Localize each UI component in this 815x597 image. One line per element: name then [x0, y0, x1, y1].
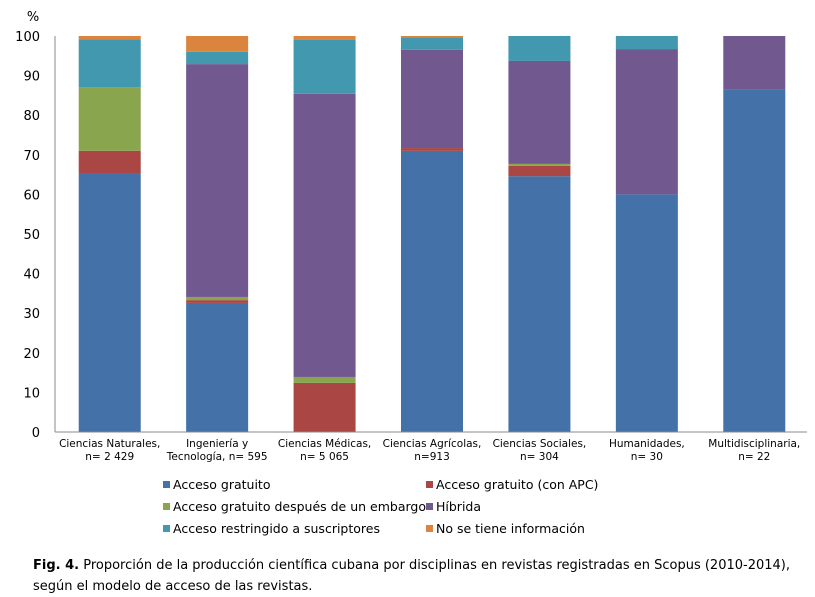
caption-label: Fig. 4.	[33, 558, 80, 573]
bar-segment-2	[78, 150, 141, 174]
caption-text: Proporción de la producción científica c…	[33, 558, 790, 594]
bar-segment-2	[293, 382, 356, 432]
bar-segment-5	[508, 36, 571, 61]
x-tick-label: n=913	[414, 451, 450, 463]
legend-item: Acceso gratuito	[163, 477, 270, 492]
bar-segment-4	[723, 36, 786, 90]
legend-label: Híbrida	[436, 499, 482, 514]
y-axis-label: %	[27, 10, 39, 25]
bar-stack	[293, 36, 356, 432]
bar-segment-5	[293, 39, 356, 94]
bar-stack	[723, 36, 786, 432]
stacked-bar-chart: % 0 10 20 30 40 50 60 70 80 90 100 Ciencias Natura…	[15, 10, 807, 463]
bar-stack	[186, 36, 249, 432]
legend-swatch	[426, 525, 433, 532]
bars	[78, 36, 786, 433]
x-tick-label: Ciencias Naturales,	[59, 438, 160, 450]
y-axis-ticks: 0 10 20 30 40 50 60 70 80 90 100	[15, 30, 40, 441]
bar-segment-1	[615, 194, 678, 432]
x-tick-label: Humanidades,	[609, 438, 685, 450]
bar-segment-6	[293, 36, 356, 40]
bar-segment-4	[615, 49, 678, 195]
legend-item: Híbrida	[426, 499, 481, 514]
x-axis-labels: Ciencias Naturales,n= 2 429 Ingeniería yT…	[59, 438, 800, 463]
bar-segment-5	[615, 36, 678, 50]
bar-segment-5	[186, 51, 249, 65]
bar-segment-5	[401, 37, 463, 50]
x-tick-label: n= 2 429	[85, 451, 134, 463]
x-tick-label: n= 22	[738, 451, 770, 463]
bar-segment-1	[508, 176, 571, 432]
x-tick-label: n= 30	[631, 451, 663, 463]
bar-stack	[78, 36, 141, 433]
bar-segment-1	[401, 150, 463, 432]
y-tick-label: 0	[32, 426, 40, 441]
x-tick-label: Ciencias Agrícolas,	[383, 438, 482, 450]
bar-segment-4	[186, 64, 249, 297]
y-tick-label: 70	[23, 149, 40, 164]
legend-label: Acceso gratuito	[173, 477, 271, 492]
x-tick-label: Ciencias Médicas,	[278, 438, 371, 450]
bar-segment-3	[186, 296, 249, 301]
x-tick-label: Ingeniería y	[186, 438, 248, 450]
x-tick-label: Tecnología, n= 595	[166, 451, 268, 463]
x-tick-label: Ciencias Sociales,	[493, 438, 587, 450]
legend-label: Acceso gratuito (con APC)	[436, 477, 599, 492]
y-tick-label: 100	[15, 30, 40, 45]
bar-segment-6	[186, 36, 249, 52]
legend-item: No se tiene información	[426, 521, 585, 536]
bar-segment-4	[508, 60, 571, 164]
legend-swatch	[163, 525, 170, 532]
bar-stack	[508, 36, 571, 432]
y-tick-label: 40	[23, 268, 40, 283]
bar-stack	[615, 36, 678, 432]
x-tick-label: n= 5 065	[300, 451, 349, 463]
bar-segment-6	[78, 36, 141, 40]
y-tick-label: 50	[23, 228, 40, 243]
legend-item: Acceso gratuito después de un embargo	[163, 499, 426, 514]
bar-segment-4	[293, 93, 356, 377]
y-tick-label: 60	[23, 188, 40, 203]
y-tick-label: 20	[23, 347, 40, 362]
y-tick-label: 30	[23, 307, 40, 322]
legend-label: Acceso gratuito después de un embargo	[173, 499, 427, 514]
legend-swatch	[426, 503, 433, 510]
legend-label: Acceso restringido a suscriptores	[173, 521, 380, 536]
legend-item: Acceso restringido a suscriptores	[163, 521, 380, 536]
figure-caption: Fig. 4. Proporción de la producción cien…	[33, 555, 803, 597]
bar-stack	[401, 36, 463, 432]
bar-segment-3	[293, 376, 356, 383]
bar-segment-1	[78, 173, 141, 433]
y-tick-label: 10	[23, 386, 40, 401]
bar-segment-6	[401, 36, 463, 38]
bar-segment-2	[401, 148, 463, 151]
legend-label: No se tiene información	[436, 521, 585, 536]
x-tick-label: n= 304	[520, 451, 559, 463]
y-tick-label: 90	[23, 70, 40, 85]
bar-segment-3	[508, 163, 571, 166]
bar-segment-1	[186, 302, 249, 432]
bar-segment-5	[78, 39, 141, 88]
bar-segment-2	[186, 300, 249, 303]
legend-swatch	[163, 503, 170, 510]
legend-item: Acceso gratuito (con APC)	[426, 477, 598, 492]
x-tick-label: Multidisciplinaria,	[708, 438, 800, 450]
bar-segment-1	[723, 89, 786, 432]
legend-swatch	[163, 481, 170, 488]
bar-segment-3	[78, 87, 141, 151]
legend-swatch	[426, 481, 433, 488]
bar-segment-2	[508, 165, 571, 177]
y-tick-label: 80	[23, 109, 40, 124]
bar-segment-4	[401, 49, 463, 149]
